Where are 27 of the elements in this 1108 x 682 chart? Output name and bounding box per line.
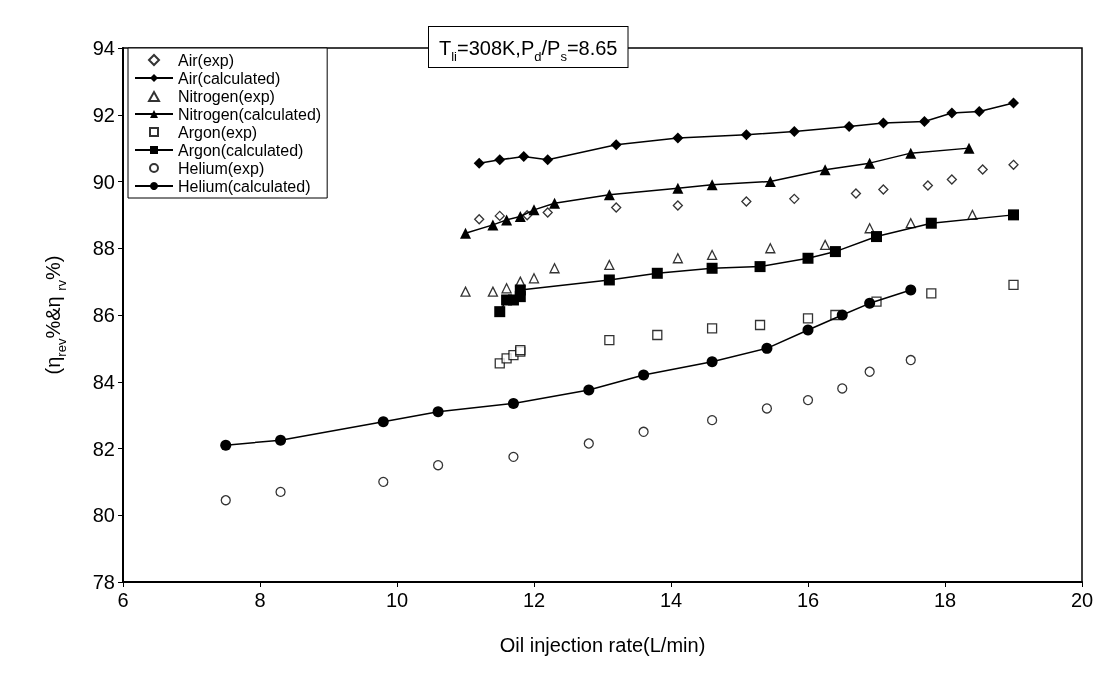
x-tick-label: 10 xyxy=(385,589,409,611)
legend-label: Nitrogen(exp) xyxy=(178,87,275,105)
x-tick-label: 8 xyxy=(254,589,266,611)
x-tick-label: 6 xyxy=(117,589,129,611)
y-tick-label: 88 xyxy=(92,237,115,260)
x-tick-label: 20 xyxy=(1070,589,1094,611)
legend-label: Argon(exp) xyxy=(178,123,258,141)
y-axis-title: (ηrev%&η rv%) xyxy=(42,255,69,375)
legend-label: Nitrogen(calculated) xyxy=(178,105,322,123)
legend-label: Air(calculated) xyxy=(178,69,281,87)
y-tick-label: 94 xyxy=(92,37,115,59)
y-tick-label: 78 xyxy=(92,571,115,593)
y-tick-label: 82 xyxy=(92,437,115,460)
y-tick-label: 80 xyxy=(92,504,115,527)
y-tick-label: 84 xyxy=(92,370,115,393)
x-tick-label: 14 xyxy=(659,589,683,611)
x-tick-label: 16 xyxy=(796,589,820,611)
legend-label: Air(exp) xyxy=(178,51,235,69)
x-axis-title: Oil injection rate(L/min) xyxy=(499,634,706,656)
x-tick-label: 12 xyxy=(522,589,546,611)
legend-label: Argon(calculated) xyxy=(178,141,304,159)
x-tick-label: 18 xyxy=(933,589,957,611)
y-tick-label: 90 xyxy=(92,170,115,193)
legend-label: Helium(calculated) xyxy=(178,177,311,195)
y-tick-label: 92 xyxy=(92,103,115,126)
legend-label: Helium(exp) xyxy=(178,159,265,177)
y-tick-label: 86 xyxy=(92,304,115,326)
